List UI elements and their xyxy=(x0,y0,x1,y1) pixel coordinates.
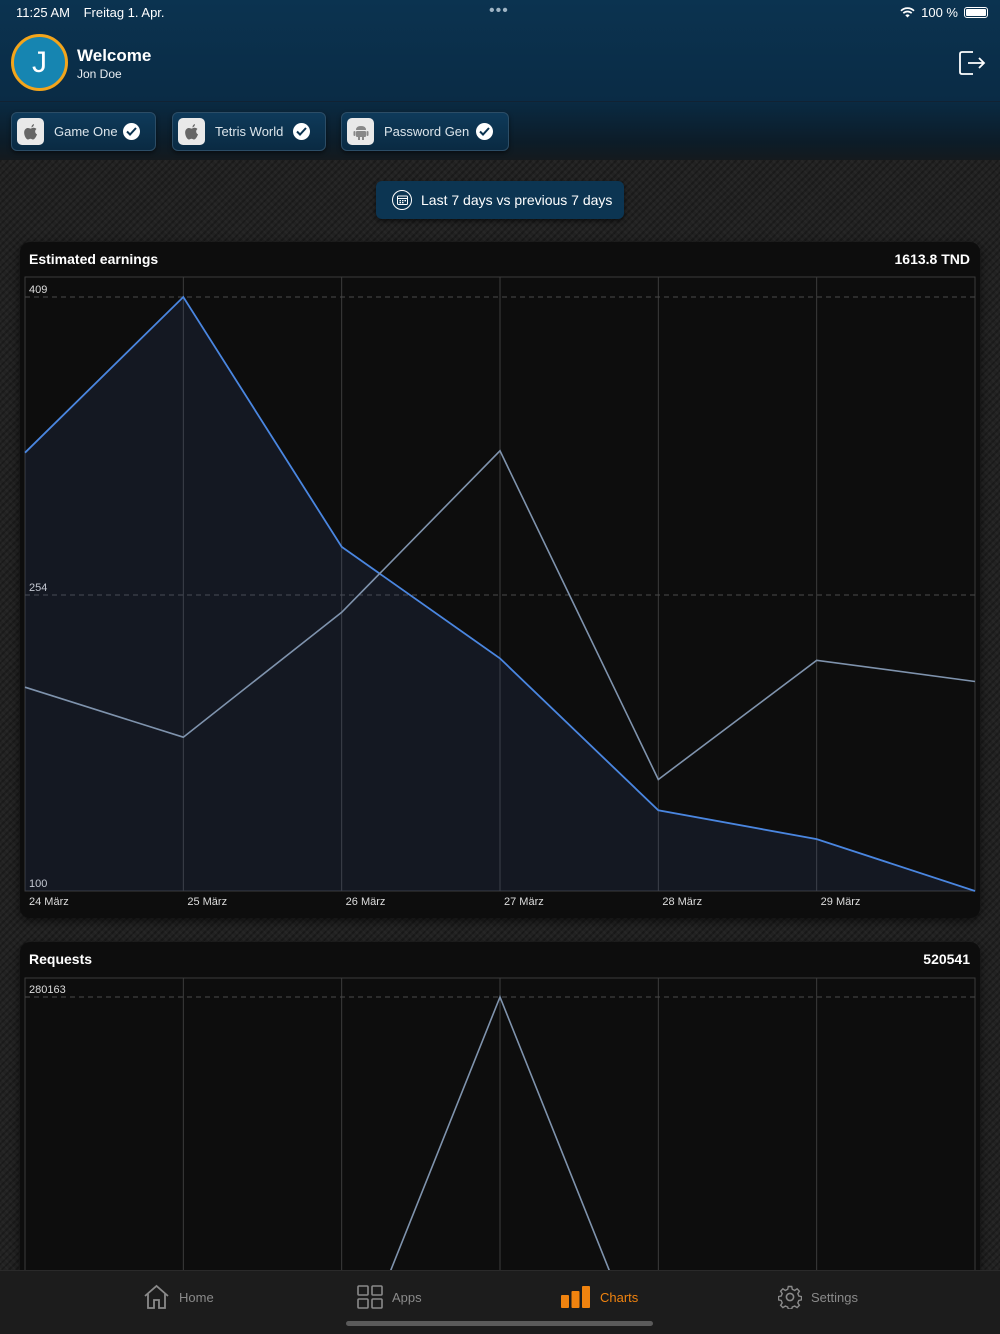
status-date: Freitag 1. Apr. xyxy=(83,5,165,20)
y-tick-label: 100 xyxy=(29,878,47,890)
earnings-chart: 409 254 100 24 März 25 März 26 März 27 März 28 … xyxy=(24,276,976,908)
app-chip-label: Game One xyxy=(54,124,118,139)
app-chip-label: Tetris World xyxy=(215,124,284,139)
status-bar: 11:25 AM Freitag 1. Apr. xyxy=(16,5,175,20)
bar-chart-icon xyxy=(561,1286,591,1308)
multitask-dots[interactable]: ••• xyxy=(489,2,509,19)
x-tick-label: 28 März xyxy=(662,896,702,908)
app-chip-password-gen[interactable]: Password Gen xyxy=(341,112,509,151)
y-tick-label: 254 xyxy=(29,582,47,594)
apple-icon xyxy=(17,118,44,145)
checkmark-icon xyxy=(293,123,310,140)
wifi-icon xyxy=(900,7,915,18)
android-icon xyxy=(347,118,374,145)
x-tick-label: 26 März xyxy=(346,896,386,908)
x-tick-label: 27 März xyxy=(504,896,544,908)
y-tick-label: 409 xyxy=(29,284,47,296)
app-selector-bar: Game One Tetris World Password Gen xyxy=(0,102,1000,160)
battery-icon xyxy=(964,7,988,18)
app-chip-tetris-world[interactable]: Tetris World xyxy=(172,112,326,151)
requests-card: Requests 520541 280163 xyxy=(20,942,980,1282)
avatar[interactable]: J xyxy=(11,34,68,91)
app-chip-game-one[interactable]: Game One xyxy=(11,112,156,151)
logout-icon[interactable] xyxy=(958,50,986,76)
header: 11:25 AM Freitag 1. Apr. ••• 100 % J Wel… xyxy=(0,0,1000,102)
earnings-card: Estimated earnings 1613.8 TND 409 254 100 2… xyxy=(20,242,980,918)
requests-chart: 280163 xyxy=(24,977,976,1282)
date-range-button[interactable]: Last 7 days vs previous 7 days xyxy=(376,181,624,219)
status-time: 11:25 AM xyxy=(16,5,70,20)
home-icon xyxy=(143,1284,170,1310)
tab-bar: Home Apps Charts Settings xyxy=(0,1270,1000,1334)
home-indicator xyxy=(346,1321,653,1326)
app-chip-label: Password Gen xyxy=(384,124,470,139)
tab-charts[interactable]: Charts xyxy=(561,1283,638,1311)
date-range-label: Last 7 days vs previous 7 days xyxy=(421,192,613,208)
tab-home[interactable]: Home xyxy=(143,1283,214,1311)
tab-settings[interactable]: Settings xyxy=(778,1283,858,1311)
checkmark-icon xyxy=(476,123,493,140)
status-right: 100 % xyxy=(900,5,988,20)
y-tick-label: 280163 xyxy=(29,984,66,996)
tab-label: Home xyxy=(179,1289,214,1305)
welcome-title: Welcome xyxy=(77,46,152,65)
series-area xyxy=(25,297,975,891)
tab-apps[interactable]: Apps xyxy=(357,1283,422,1311)
tab-label: Settings xyxy=(811,1289,858,1305)
username: Jon Doe xyxy=(77,67,122,81)
tab-label: Charts xyxy=(600,1289,639,1305)
x-tick-label: 24 März xyxy=(29,896,69,908)
x-tick-label: 29 März xyxy=(821,896,861,908)
apps-grid-icon xyxy=(357,1285,383,1309)
calendar-icon xyxy=(392,190,412,210)
requests-total: 520541 xyxy=(923,951,970,967)
battery-percent: 100 % xyxy=(921,5,958,20)
requests-title: Requests xyxy=(29,951,93,967)
gear-icon xyxy=(778,1285,802,1309)
earnings-title: Estimated earnings xyxy=(29,251,159,267)
x-tick-label: 25 März xyxy=(187,896,227,908)
checkmark-icon xyxy=(123,123,140,140)
tab-label: Apps xyxy=(392,1289,422,1305)
apple-icon xyxy=(178,118,205,145)
earnings-total: 1613.8 TND xyxy=(894,251,970,267)
